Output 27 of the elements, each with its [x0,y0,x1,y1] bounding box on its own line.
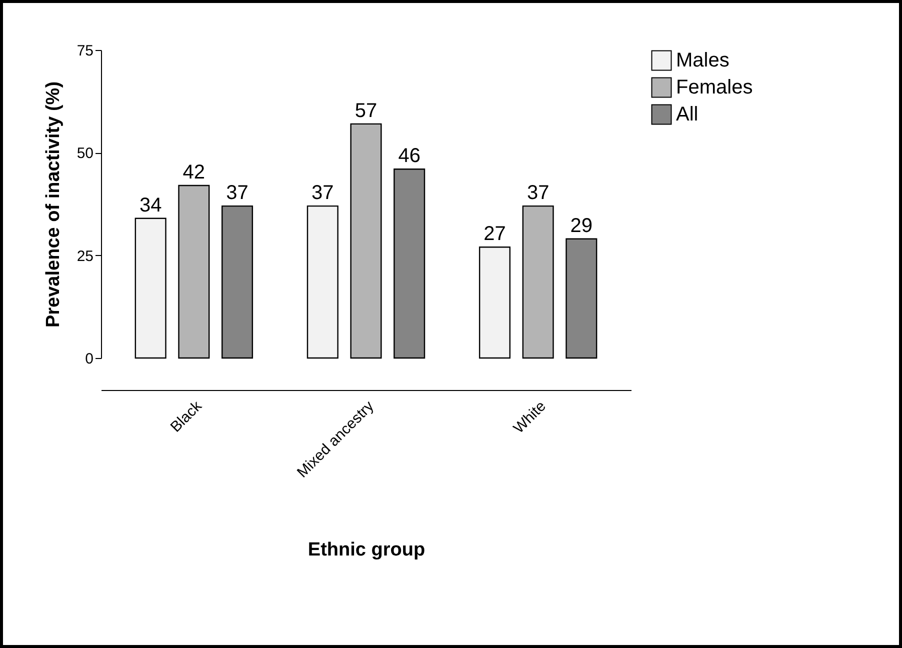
legend-label: All [676,104,698,126]
bar [350,123,382,359]
bar [522,205,554,359]
data-label: 57 [354,100,378,122]
y-tick-label: 0 [85,350,94,368]
legend-label: Females [676,76,753,98]
y-tick-label: 50 [76,145,94,162]
bar [178,184,210,359]
y-tick-label: 75 [76,42,94,60]
x-axis-title: Ethnic group [308,539,426,560]
data-label: 37 [226,182,248,204]
data-label: 34 [139,194,162,216]
bar [394,168,426,359]
bar [566,238,598,359]
bar [478,246,511,359]
data-label: 37 [312,182,334,204]
data-label: 37 [526,182,550,204]
legend-label: Males [676,50,730,72]
data-label: 27 [484,223,506,246]
data-label: 29 [570,214,593,237]
data-label: 46 [398,145,420,168]
bar [134,218,166,359]
bar [306,205,338,359]
data-label: 42 [182,162,206,184]
y-axis-title: Prevalence of inactivity (%) [42,81,64,328]
y-tick-label: 25 [76,248,94,265]
bar [221,205,254,359]
